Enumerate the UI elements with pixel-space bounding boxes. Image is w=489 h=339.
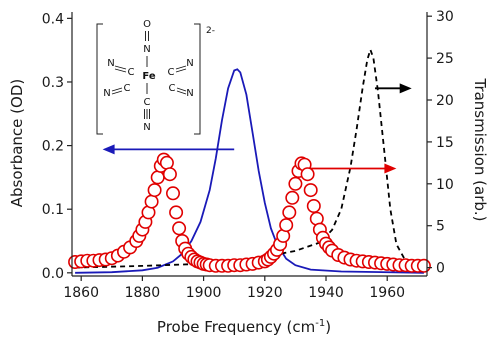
data-point <box>306 199 321 214</box>
arrow-layer <box>102 83 412 174</box>
bond-right-lower-2 <box>176 90 187 95</box>
x-axis-title-superscript: -1 <box>315 318 325 329</box>
data-point <box>162 167 177 182</box>
data-point <box>300 167 315 182</box>
bond-left-lower-2 <box>111 90 123 95</box>
x-tick-label: 1960 <box>369 285 405 301</box>
atom-fe: Fe <box>142 71 155 82</box>
atom-c-bottom: C <box>144 97 151 108</box>
atom-c-left-lower: C <box>124 83 131 94</box>
bond-right-upper-2 <box>175 68 187 73</box>
atom-n-top: N <box>143 44 150 55</box>
atom-c-left-upper: C <box>128 67 135 78</box>
y-right-tick-label: 15 <box>436 135 454 151</box>
y-left-tick-label: 0.3 <box>42 75 64 91</box>
data-point <box>288 176 303 191</box>
y-right-tick-label: 5 <box>436 219 445 235</box>
atom-c-right-upper: C <box>168 67 175 78</box>
tick-layer: 1860 1880 1900 1920 1940 1960 0.0 0.1 0.2 0.3 0.4 0… <box>42 9 454 301</box>
y-left-tick-label: 0.0 <box>42 266 64 282</box>
bond-right-lower-1 <box>176 87 187 92</box>
atom-n-right-upper: N <box>186 58 193 69</box>
data-point <box>150 170 165 185</box>
data-point <box>303 183 318 198</box>
y-right-tick-label: 20 <box>436 93 454 109</box>
data-point <box>416 258 431 273</box>
x-tick-label: 1860 <box>63 285 99 301</box>
y-right-tick-label: 30 <box>436 9 454 25</box>
bond-right-upper-1 <box>175 65 187 70</box>
x-tick-label: 1880 <box>125 285 161 301</box>
absorbance-line <box>75 68 424 274</box>
complex-charge: 2- <box>206 26 215 36</box>
y-right-tick-label: 10 <box>436 177 454 193</box>
y-right-axis-title: Transmission (arb.) <box>471 77 489 221</box>
y-left-tick-label: 0.4 <box>42 11 64 27</box>
x-axis-title: Probe Frequency (cm-1) <box>157 318 331 336</box>
data-point <box>285 190 300 205</box>
y-left-tick-label: 0.1 <box>42 202 64 218</box>
y-right-tick-label: 25 <box>436 51 454 67</box>
red-arrow-head <box>384 163 397 174</box>
atom-n-right-lower: N <box>186 88 193 99</box>
x-tick-label: 1900 <box>186 285 222 301</box>
atom-c-right-lower: C <box>169 83 176 94</box>
bond-left-upper-1 <box>114 65 127 70</box>
data-point <box>172 221 187 236</box>
series-layer <box>68 46 431 274</box>
data-point <box>159 155 174 170</box>
black-arrow-head <box>399 83 412 94</box>
data-point <box>279 218 294 233</box>
data-point <box>144 194 159 209</box>
atom-o-top: O <box>143 19 151 30</box>
left-bracket <box>96 23 103 135</box>
bond-left-upper-2 <box>114 68 127 73</box>
y-left-axis-title: Absorbance (OD) <box>8 79 26 207</box>
data-point <box>169 205 184 220</box>
atom-n-bottom: N <box>143 122 150 133</box>
molecule-inset: 2- O N Fe N C N C C N C N C N <box>96 19 215 135</box>
data-point <box>147 183 162 198</box>
data-point <box>282 205 297 220</box>
y-left-tick-label: 0.2 <box>42 139 64 155</box>
circle-series <box>68 152 431 273</box>
right-bracket <box>194 23 201 135</box>
x-tick-label: 1940 <box>308 285 344 301</box>
atom-n-left-lower: N <box>103 88 110 99</box>
y-right-tick-label: 0 <box>436 261 445 277</box>
data-point <box>166 186 181 201</box>
blue-arrow-head <box>102 144 115 155</box>
bond-left-lower-1 <box>111 87 123 92</box>
atom-n-left-upper: N <box>107 58 114 69</box>
x-tick-label: 1920 <box>247 285 283 301</box>
